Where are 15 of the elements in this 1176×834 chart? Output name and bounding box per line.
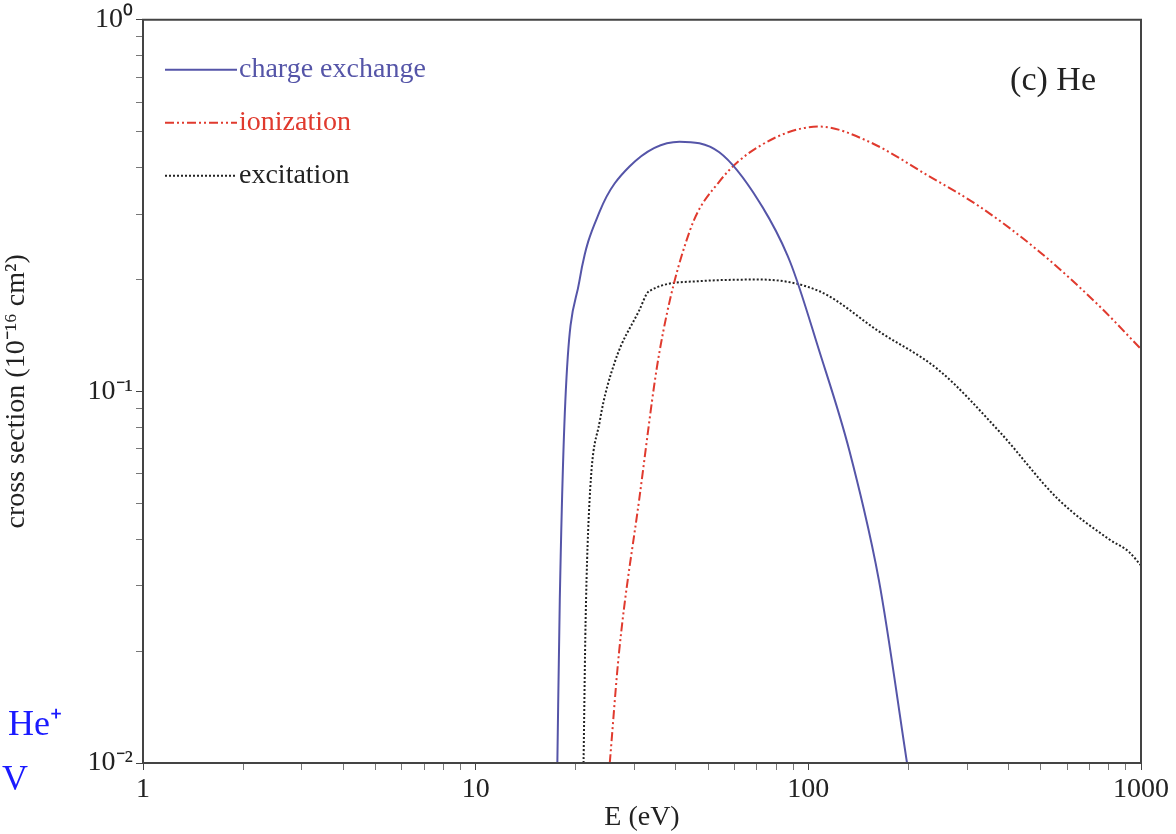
legend-label: excitation — [239, 158, 350, 190]
x-axis-title: E (eV) — [604, 799, 680, 831]
legend-label: ionization — [239, 105, 351, 137]
legend-label: charge exchange — [239, 52, 426, 84]
text: He⁺ — [8, 703, 62, 743]
y-tick-label: 10⁻¹ — [87, 373, 133, 405]
x-tick-label: 1 — [136, 772, 150, 804]
y-tick-label: 10⁻² — [87, 745, 133, 777]
x-tick-label: 10 — [461, 772, 490, 804]
annotation: (c) He — [1010, 59, 1096, 98]
y-tick-label: 10⁰ — [95, 2, 133, 34]
text: V — [2, 758, 28, 798]
x-tick-label: 100 — [787, 772, 830, 804]
y-axis-title: cross section (10⁻¹⁶ cm²) — [0, 254, 31, 529]
x-tick-label: 1000 — [1113, 772, 1169, 804]
